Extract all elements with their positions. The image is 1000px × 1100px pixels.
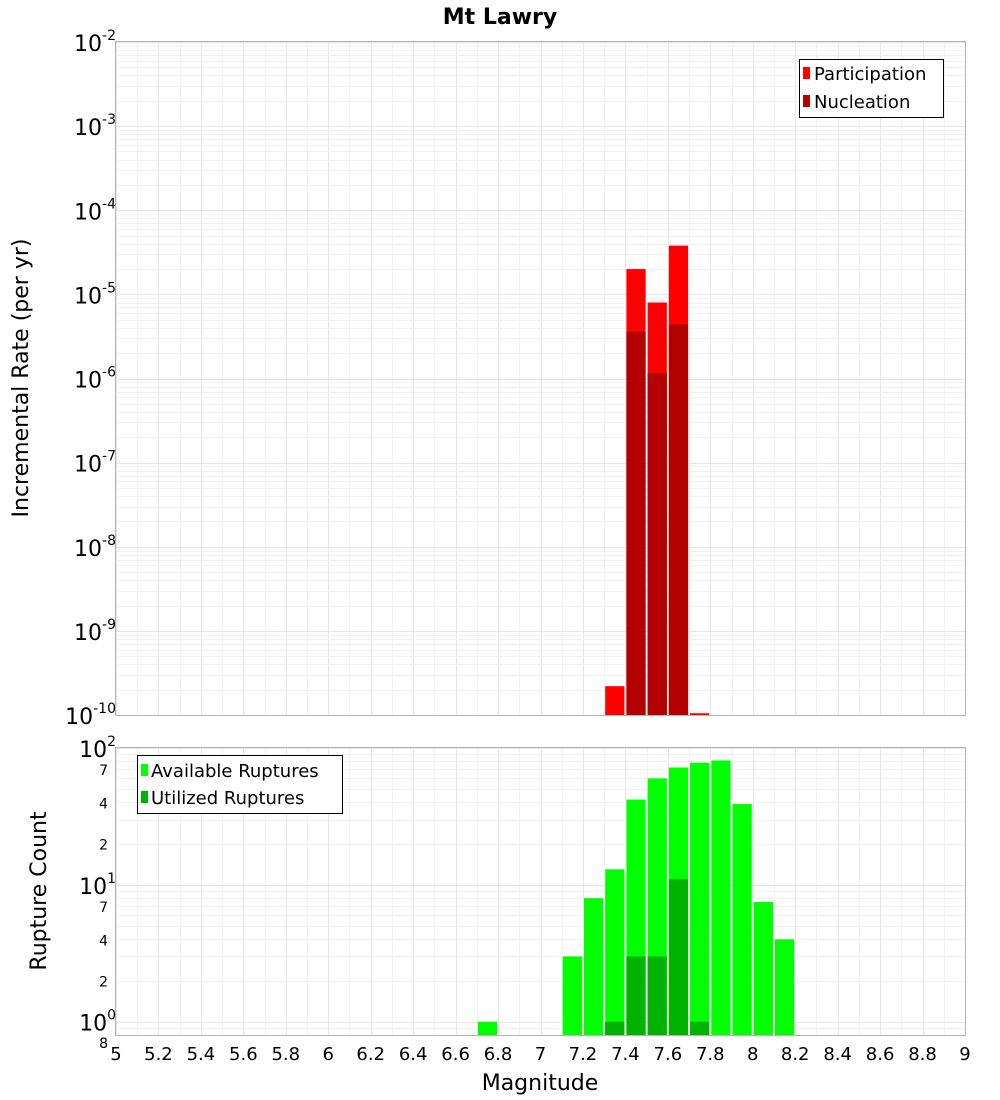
- y-tick-label: 10-9: [74, 617, 116, 646]
- x-tick-label: 8.8: [908, 1044, 937, 1065]
- x-tick-label: 6.6: [441, 1044, 470, 1065]
- x-tick-label: 5.4: [187, 1044, 216, 1065]
- bottom-plot-frame: [115, 747, 966, 1036]
- top-y-axis-label: Incremental Rate (per yr): [9, 239, 34, 518]
- x-tick-labels: 5 5.2 5.4 5.6 5.8 6 6.2 6.4 6.6 6.8 7 7.2 7.4 7.6 7.8 8…: [110, 1044, 970, 1065]
- legend-swatch-available-ruptures: [141, 764, 148, 776]
- x-axis-label: Magnitude: [482, 1071, 599, 1096]
- bar-available-ruptures: [711, 760, 731, 1035]
- bar-available-ruptures: [690, 762, 710, 1035]
- bar-participation: [605, 686, 625, 715]
- legend-label-available-ruptures: Available Ruptures: [151, 761, 319, 782]
- bar-available-ruptures: [753, 901, 773, 1035]
- top-plot-frame: [115, 41, 966, 716]
- bottom-y-tick-labels: 100 101 102 8 2 4 7 2 4 7: [79, 734, 116, 1052]
- bar-available-ruptures: [562, 956, 582, 1035]
- legend-label-utilized-ruptures: Utilized Ruptures: [151, 788, 304, 809]
- x-tick-label: 8.4: [823, 1044, 852, 1065]
- legend-swatch-utilized-ruptures: [141, 791, 148, 803]
- y-tick-label: 10-2: [74, 28, 116, 57]
- top-grid: [116, 42, 966, 716]
- x-tick-label: 5.6: [229, 1044, 258, 1065]
- x-tick-label: 6.8: [484, 1044, 513, 1065]
- x-tick-label: 7: [535, 1044, 546, 1065]
- bar-available-ruptures: [774, 939, 795, 1035]
- bar-utilized-ruptures: [605, 1021, 625, 1035]
- bar-utilized-ruptures: [690, 1021, 710, 1035]
- y-tick-label: 10-4: [74, 196, 116, 225]
- y-minor-tick-label: 4: [99, 933, 108, 949]
- top-bars: [605, 245, 710, 715]
- y-minor-tick-label: 4: [99, 796, 108, 812]
- y-minor-tick-label: 2: [99, 838, 108, 854]
- x-tick-label: 5.8: [271, 1044, 300, 1065]
- top-legend-box: [799, 59, 944, 118]
- bar-available-ruptures: [732, 803, 752, 1035]
- chart-title: Mt Lawry: [443, 5, 557, 30]
- y-tick-label: 10-8: [74, 533, 116, 562]
- legend-swatch-participation: [803, 67, 810, 79]
- legend-label-nucleation: Nucleation: [814, 92, 910, 113]
- bar-utilized-ruptures: [668, 879, 689, 1035]
- bar-available-ruptures: [583, 898, 604, 1035]
- y-tick-label: 10-7: [74, 449, 116, 478]
- y-minor-tick-label: 8: [99, 1036, 108, 1052]
- x-tick-label: 5: [110, 1044, 121, 1065]
- y-tick-label: 10-6: [74, 365, 116, 394]
- y-tick-label: 100: [79, 1008, 116, 1037]
- bar-nucleation: [626, 331, 646, 715]
- y-tick-label: 10-3: [74, 112, 116, 141]
- top-legend: Participation Nucleation: [799, 59, 944, 118]
- x-tick-label: 7.8: [696, 1044, 725, 1065]
- x-tick-label: 7.6: [654, 1044, 683, 1065]
- bottom-y-axis-label: Rupture Count: [27, 811, 52, 971]
- x-tick-label: 7.4: [611, 1044, 640, 1065]
- top-panel: 10-10 10-9 10-8 10-7 10-6 10-5 10-4 10-3 10-2 In…: [9, 28, 966, 730]
- bottom-panel: 100 101 102 8 2 4 7 2 4 7 5 5.2 5.4 5.6 5.8 6 6.2 6.4 6.6…: [27, 734, 971, 1096]
- y-tick-label: 10-10: [65, 701, 116, 730]
- x-tick-label: 5.2: [144, 1044, 173, 1065]
- x-tick-label: 7.2: [569, 1044, 598, 1065]
- y-minor-tick-label: 7: [99, 763, 108, 779]
- y-minor-tick-label: 7: [99, 900, 108, 916]
- top-y-tick-labels: 10-10 10-9 10-8 10-7 10-6 10-5 10-4 10-3 10-2: [65, 28, 116, 730]
- x-tick-label: 8.6: [866, 1044, 895, 1065]
- y-tick-label: 101: [79, 871, 116, 900]
- bar-available-ruptures: [477, 1021, 498, 1035]
- bottom-legend-box: [137, 755, 343, 814]
- y-tick-label: 102: [79, 734, 116, 763]
- x-tick-label: 6: [323, 1044, 334, 1065]
- bottom-bars: [477, 760, 795, 1035]
- bar-utilized-ruptures: [647, 956, 667, 1035]
- bar-available-ruptures: [605, 869, 625, 1035]
- bar-nucleation: [647, 373, 667, 715]
- legend-swatch-nucleation: [803, 95, 810, 107]
- bottom-legend: Available Ruptures Utilized Ruptures: [137, 755, 343, 814]
- bar-utilized-ruptures: [626, 956, 646, 1035]
- y-minor-tick-label: 2: [99, 975, 108, 991]
- y-tick-label: 10-5: [74, 280, 116, 309]
- x-tick-label: 6.4: [399, 1044, 428, 1065]
- legend-label-participation: Participation: [814, 64, 926, 85]
- x-tick-label: 8.2: [781, 1044, 810, 1065]
- x-tick-label: 6.2: [356, 1044, 385, 1065]
- x-tick-label: 8: [747, 1044, 758, 1065]
- bar-participation: [690, 713, 710, 715]
- x-tick-label: 9: [959, 1044, 970, 1065]
- bar-nucleation: [668, 324, 689, 715]
